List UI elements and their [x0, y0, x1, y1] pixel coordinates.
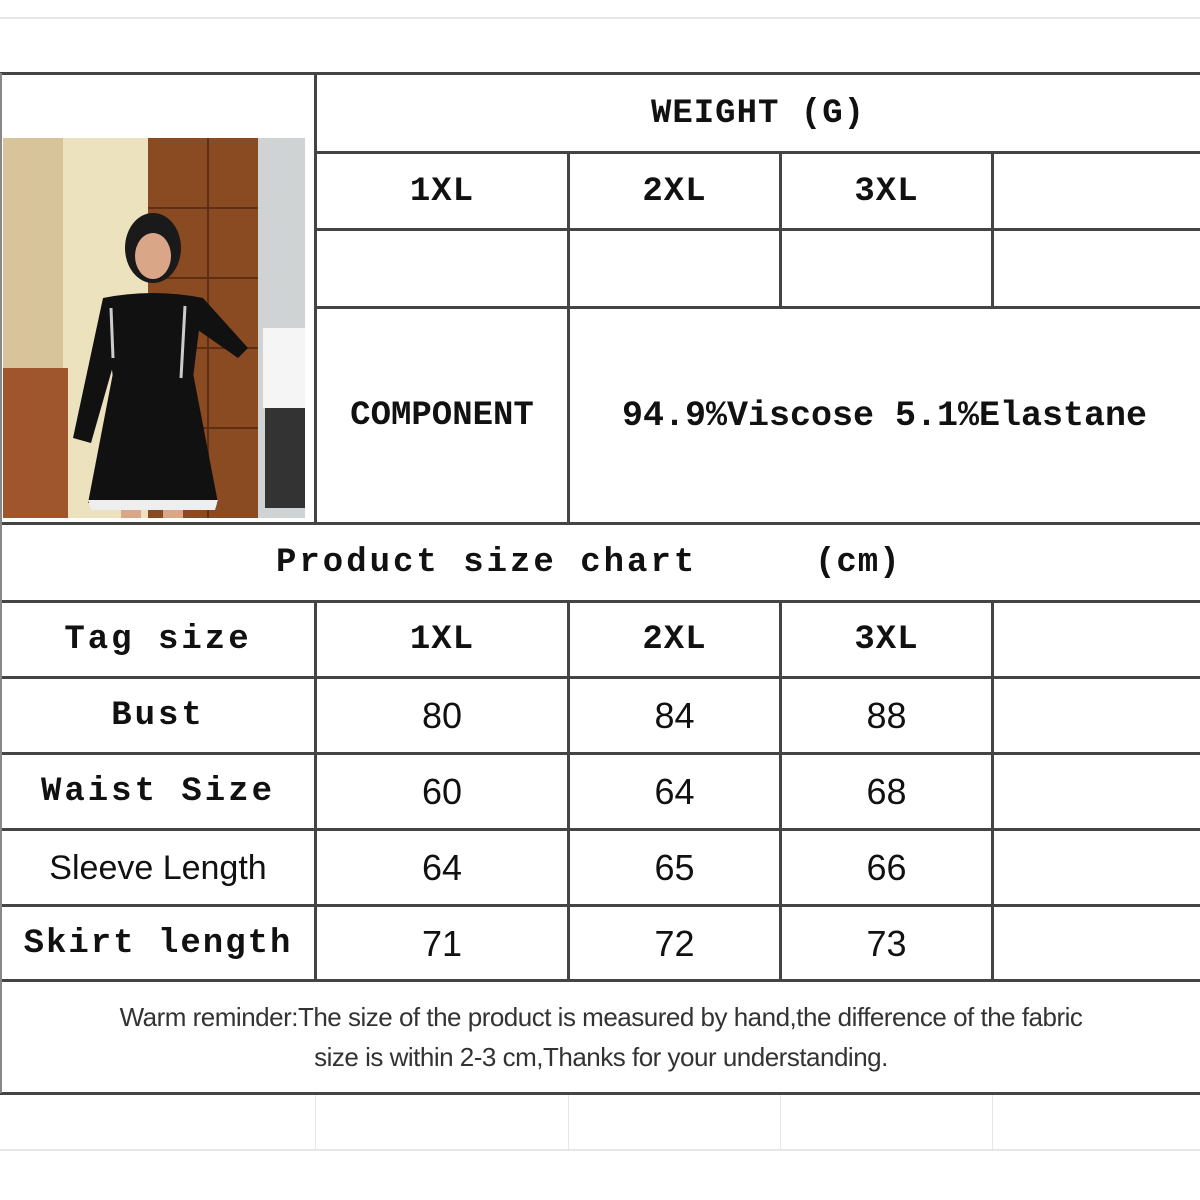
- reminder-line: size is within 2-3 cm,Thanks for your un…: [314, 1042, 888, 1072]
- table-line: [0, 676, 1200, 679]
- size-header-2xl: 2XL: [642, 621, 707, 659]
- weight-value: [993, 231, 1200, 307]
- table-line: [779, 152, 782, 308]
- table-line: [0, 828, 1200, 831]
- component-label: COMPONENT: [350, 397, 534, 435]
- weight-value: [569, 231, 780, 307]
- weight-value: [316, 231, 568, 307]
- table-line: [0, 904, 1200, 907]
- table-cell: 84: [654, 695, 695, 736]
- table-cell: [993, 679, 1200, 753]
- tag-size-header: Tag size: [64, 621, 252, 659]
- divider: [315, 1095, 316, 1150]
- table-cell: 64: [654, 771, 695, 812]
- warm-reminder: Warm reminder:The size of the product is…: [2, 982, 1200, 1092]
- table-cell: 65: [654, 847, 695, 888]
- table-line: [0, 752, 1200, 755]
- weight-size-empty: [993, 154, 1200, 229]
- table-cell: 72: [654, 922, 695, 964]
- size-chart-unit: (cm): [815, 544, 901, 582]
- weight-size-1xl: 1XL: [409, 172, 475, 211]
- table-line: [991, 152, 994, 308]
- table-line: [315, 228, 1200, 231]
- divider: [780, 1095, 781, 1150]
- size-chart-title: Product size chart: [276, 544, 698, 582]
- weight-size-3xl: 3XL: [854, 172, 919, 211]
- size-header-empty: [993, 603, 1200, 677]
- table-line: [314, 601, 317, 981]
- weight-header: WEIGHT (G): [650, 94, 866, 133]
- component-value: 94.9%Viscose 5.1%Elastane: [621, 396, 1148, 436]
- table-cell: 88: [866, 695, 907, 736]
- table-cell: 64: [421, 847, 463, 888]
- table-cell: 68: [866, 771, 907, 812]
- table-cell: 71: [421, 922, 463, 964]
- table-cell: 80: [421, 695, 463, 736]
- size-header-1xl: 1XL: [409, 621, 475, 659]
- table-line: [0, 1092, 1200, 1095]
- table-line: [315, 306, 1200, 309]
- table-cell: [993, 907, 1200, 980]
- table-cell: [993, 831, 1200, 905]
- divider: [0, 1149, 1200, 1151]
- divider: [568, 1095, 569, 1150]
- table-cell: [993, 755, 1200, 829]
- table-line: [567, 601, 570, 981]
- weight-size-2xl: 2XL: [642, 172, 707, 211]
- row-label-skirt: Skirt length: [23, 924, 293, 963]
- divider: [0, 17, 1200, 19]
- table-line: [0, 979, 1200, 982]
- table-line: [0, 73, 2, 1093]
- product-photo: [3, 138, 305, 518]
- size-header-3xl: 3XL: [854, 621, 919, 659]
- table-cell: 66: [866, 847, 907, 888]
- table-line: [0, 522, 1200, 525]
- table-line: [991, 601, 994, 981]
- table-line: [314, 73, 317, 524]
- row-label-waist: Waist Size: [40, 773, 276, 811]
- row-label-bust: Bust: [111, 697, 205, 735]
- row-label-sleeve: Sleeve Length: [49, 848, 267, 887]
- table-cell: 60: [421, 771, 463, 812]
- table-cell: 73: [866, 922, 907, 964]
- weight-value: [781, 231, 992, 307]
- table-line: [0, 600, 1200, 603]
- reminder-line: Warm reminder:The size of the product is…: [119, 1002, 1083, 1032]
- table-line: [567, 152, 570, 524]
- table-line: [315, 151, 1200, 154]
- table-line: [0, 72, 1200, 75]
- divider: [992, 1095, 993, 1150]
- table-line: [779, 601, 782, 981]
